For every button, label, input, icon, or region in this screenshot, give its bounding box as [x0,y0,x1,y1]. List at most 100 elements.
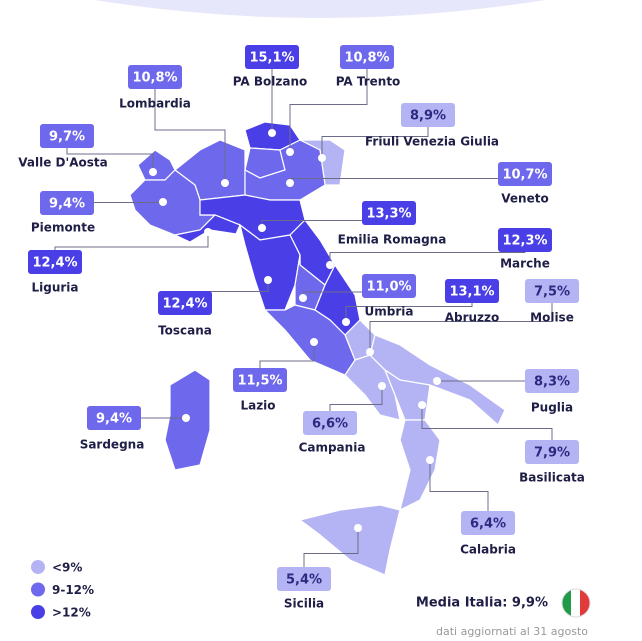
value-label: 8,9% [410,109,446,124]
region-name: Valle D'Aosta [18,156,107,170]
regions [129,121,506,576]
region [239,223,301,311]
region [399,419,441,512]
region [298,504,401,576]
value-label: 10,8% [132,71,177,86]
legend-swatch [31,582,45,597]
region-name: Abruzzo [445,311,500,325]
region-name: Lombardia [119,97,191,111]
dot [366,348,374,356]
dot [268,129,276,137]
legend-swatch [31,560,45,574]
region-name: Marche [500,257,550,271]
legend-label: <9% [52,561,82,575]
value-box [445,279,499,303]
legend-label: >12% [52,606,91,620]
value-label: 9,4% [49,197,85,212]
value-box [28,250,82,274]
value-box [303,411,357,435]
value-box [362,201,416,225]
value-box [525,440,579,464]
value-box [233,368,287,392]
value-box [461,511,515,535]
dot [264,276,272,284]
value-label: 5,4% [286,573,322,588]
dot [286,179,294,187]
region-name: Sicilia [284,597,324,611]
value-box [498,228,552,252]
average: Media Italia: 9,9% [416,596,548,611]
region-name: Campania [299,441,366,455]
value-label: 9,7% [49,130,85,145]
region-name: Veneto [501,192,548,206]
region-name: Basilicata [519,471,585,485]
dot [342,318,350,326]
region-name: Liguria [31,281,78,295]
value-box [87,406,141,430]
dot [258,224,266,232]
note: dati aggiornati al 31 agosto [436,625,588,638]
value-box [362,274,416,298]
region-name: Piemonte [31,221,95,235]
value-label: 11,0% [366,280,411,295]
value-label: 12,3% [502,234,547,249]
region-name: Lazio [240,399,275,413]
region-name: Toscana [158,324,212,338]
value-label: 7,5% [534,285,570,300]
dot [318,154,326,162]
value-box [128,65,182,89]
leader-line [154,77,226,183]
legend-swatch [31,605,45,619]
region-name: PA Trento [336,75,401,89]
dot [182,414,190,422]
value-box [525,369,579,393]
dot [426,456,434,464]
value-label: 7,9% [534,446,570,461]
leader-line [289,57,368,152]
region-name: Puglia [531,401,573,415]
region-name: Umbria [365,305,414,319]
value-label: 10,7% [502,168,547,183]
value-label: 13,3% [366,207,411,222]
value-box [158,291,212,315]
dot [418,401,426,409]
leader-line [369,291,553,352]
value-label: 6,4% [470,517,506,532]
dot [326,261,334,269]
value-box [245,45,299,69]
value-box [40,191,94,215]
dot [433,377,441,385]
region-name: Sardegna [80,438,145,452]
value-label: 12,4% [162,297,207,312]
region-name: Molise [530,311,574,325]
value-label: 15,1% [249,51,294,66]
dot [354,524,362,532]
value-label: 13,1% [449,285,494,300]
value-box [525,279,579,303]
dot [299,294,307,302]
region-name: PA Bolzano [233,75,308,89]
value-label: 11,5% [237,374,282,389]
value-box [498,162,552,186]
dot [378,382,386,390]
value-box [40,124,94,148]
dot [149,168,157,176]
dot [204,228,212,236]
dot [221,179,229,187]
region-name: Calabria [460,543,516,557]
italy-flag [561,588,591,618]
value-box [277,567,331,591]
value-box [340,45,394,69]
legend-label: 9-12% [52,583,94,597]
value-box [401,103,455,127]
top-band [95,0,545,18]
value-label: 6,6% [312,417,348,432]
leader-line [429,460,489,523]
value-label: 9,4% [96,412,132,427]
value-label: 12,4% [32,256,77,271]
dot [310,338,318,346]
value-label: 10,8% [344,51,389,66]
region [263,304,356,376]
dot [159,198,167,206]
